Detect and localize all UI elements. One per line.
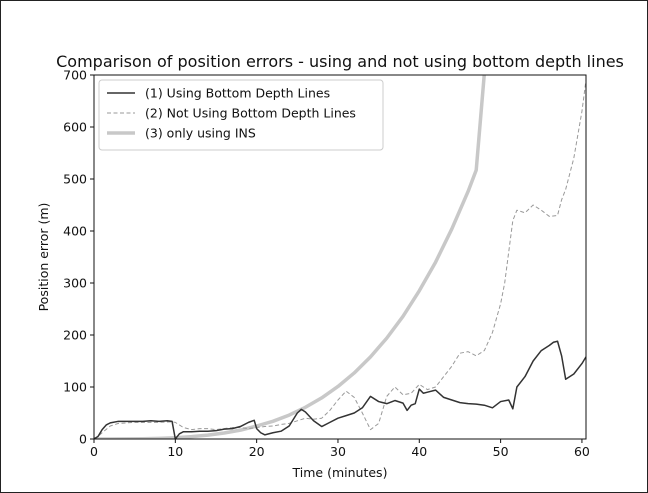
- y-tick-label: 0: [79, 432, 87, 447]
- legend-label-2: (2) Not Using Bottom Depth Lines: [145, 106, 356, 121]
- y-axis-label: Position error (m): [36, 203, 51, 312]
- series-layer: [94, 75, 586, 439]
- chart-title: Comparison of position errors - using an…: [56, 52, 624, 71]
- x-tick-label: 60: [574, 444, 590, 459]
- y-tick-label: 300: [63, 276, 87, 291]
- y-tick-label: 100: [63, 380, 87, 395]
- x-tick-label: 20: [249, 444, 265, 459]
- legend-label-3: (3) only using INS: [145, 126, 256, 141]
- y-tick-label: 400: [63, 224, 87, 239]
- x-axis-label: Time (minutes): [292, 465, 388, 480]
- y-tick-label: 500: [63, 172, 87, 187]
- x-tick-label: 40: [411, 444, 427, 459]
- legend-label-1: (1) Using Bottom Depth Lines: [145, 86, 330, 101]
- y-tick-label: 600: [63, 120, 87, 135]
- series-line-3: [94, 75, 486, 439]
- legend-box: [98, 79, 384, 151]
- y-axis: 0 100 200 300 400 500 600 700: [63, 68, 94, 447]
- y-tick-label: 700: [63, 68, 87, 83]
- x-axis: 0 10 20 30 40 50 60: [90, 439, 590, 459]
- series-line-2: [94, 80, 586, 439]
- x-tick-label: 0: [90, 444, 98, 459]
- x-tick-label: 10: [167, 444, 183, 459]
- series-line-1: [94, 340, 586, 439]
- x-tick-label: 30: [330, 444, 346, 459]
- plot-border: [93, 74, 587, 440]
- x-tick-label: 50: [493, 444, 509, 459]
- legend: (1) Using Bottom Depth Lines (2) Not Usin…: [98, 79, 384, 151]
- y-tick-label: 200: [63, 328, 87, 343]
